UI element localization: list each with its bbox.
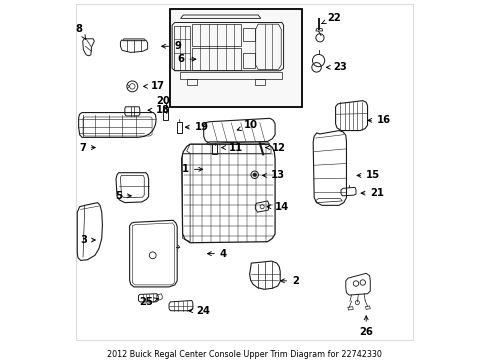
Text: 13: 13	[262, 170, 284, 180]
Text: 15: 15	[356, 170, 379, 180]
Circle shape	[252, 173, 256, 176]
Text: 3: 3	[80, 235, 95, 245]
Text: 5: 5	[115, 191, 131, 201]
Text: 7: 7	[79, 143, 95, 153]
Text: 2: 2	[280, 276, 298, 286]
Text: 14: 14	[266, 202, 288, 212]
Text: 4: 4	[207, 249, 226, 258]
Text: 26: 26	[359, 316, 372, 337]
Text: 18: 18	[148, 105, 170, 115]
Text: 22: 22	[321, 13, 340, 24]
Text: 6: 6	[177, 54, 195, 64]
Text: 25: 25	[139, 297, 158, 307]
Text: 10: 10	[237, 120, 258, 131]
Text: 16: 16	[367, 115, 390, 125]
Text: 24: 24	[188, 306, 210, 316]
Text: 23: 23	[326, 62, 346, 72]
Bar	[212, 144, 217, 154]
Bar	[169, 9, 302, 107]
Text: 11: 11	[222, 143, 242, 153]
Text: 1: 1	[182, 164, 202, 174]
Text: 12: 12	[265, 143, 285, 153]
Text: 2012 Buick Regal Center Console Upper Trim Diagram for 22742330: 2012 Buick Regal Center Console Upper Tr…	[107, 351, 381, 360]
Text: 9: 9	[161, 41, 181, 51]
Bar	[163, 107, 168, 120]
Text: 8: 8	[75, 24, 85, 39]
Text: 17: 17	[143, 81, 164, 91]
Bar	[176, 122, 181, 132]
Text: 21: 21	[361, 188, 383, 198]
Text: 20: 20	[156, 96, 169, 113]
Text: 19: 19	[185, 122, 208, 132]
